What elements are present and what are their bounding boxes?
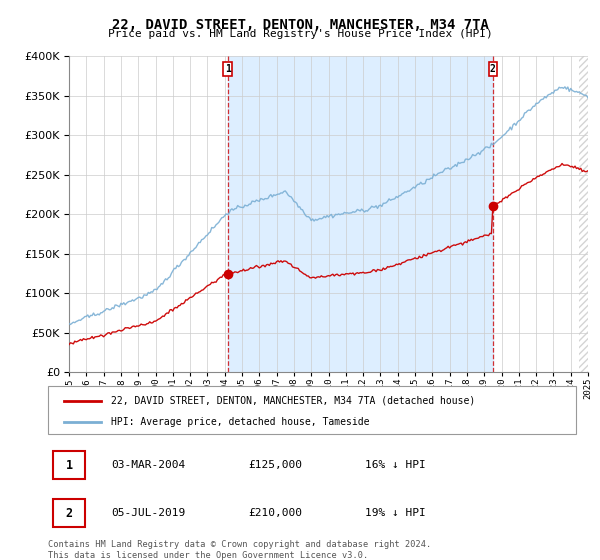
Bar	[488, 62, 497, 76]
Text: 2: 2	[490, 64, 496, 74]
Text: 03-MAR-2004: 03-MAR-2004	[112, 460, 185, 470]
Text: 16% ↓ HPI: 16% ↓ HPI	[365, 460, 425, 470]
Text: 05-JUL-2019: 05-JUL-2019	[112, 508, 185, 518]
Bar	[227, 56, 493, 372]
Text: 22, DAVID STREET, DENTON, MANCHESTER, M34 7TA: 22, DAVID STREET, DENTON, MANCHESTER, M3…	[112, 18, 488, 32]
Bar	[53, 500, 85, 527]
Text: Price paid vs. HM Land Registry's House Price Index (HPI): Price paid vs. HM Land Registry's House …	[107, 29, 493, 39]
Text: 19% ↓ HPI: 19% ↓ HPI	[365, 508, 425, 518]
Text: 1: 1	[225, 64, 230, 74]
Text: £210,000: £210,000	[248, 508, 302, 518]
Bar	[53, 451, 85, 479]
Text: 1: 1	[65, 459, 73, 472]
Text: HPI: Average price, detached house, Tameside: HPI: Average price, detached house, Tame…	[112, 417, 370, 427]
Text: 2: 2	[65, 507, 73, 520]
Bar	[580, 56, 588, 372]
Text: £125,000: £125,000	[248, 460, 302, 470]
Text: 22, DAVID STREET, DENTON, MANCHESTER, M34 7TA (detached house): 22, DAVID STREET, DENTON, MANCHESTER, M3…	[112, 396, 476, 405]
Bar	[223, 62, 232, 76]
Text: Contains HM Land Registry data © Crown copyright and database right 2024.
This d: Contains HM Land Registry data © Crown c…	[48, 540, 431, 560]
